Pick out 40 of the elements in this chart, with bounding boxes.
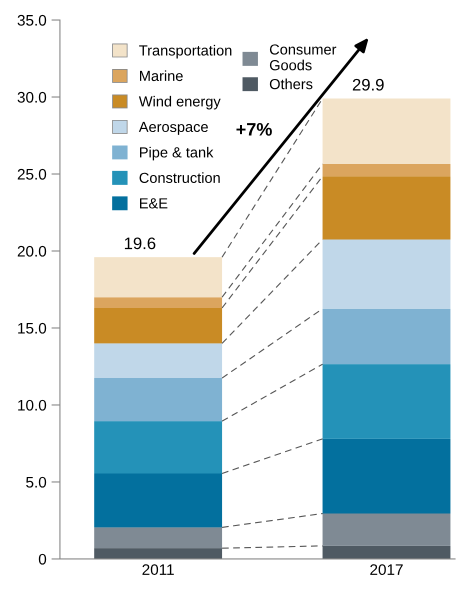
legend-label: Pipe & tank xyxy=(140,146,214,160)
y-tick-label: 15.0 xyxy=(18,322,46,334)
legend-label: Transportation xyxy=(139,44,232,58)
bar xyxy=(94,343,222,378)
y-tick-label: 35.0 xyxy=(18,14,46,26)
y-tick-label: 10.0 xyxy=(18,400,46,411)
y-tick-label: 30.0 xyxy=(18,92,46,103)
legend-label: E&E xyxy=(140,198,168,208)
bar xyxy=(94,527,222,548)
legend-label: Others xyxy=(270,78,312,90)
total-label: 29.9 xyxy=(352,78,384,91)
legend-label: Wind energy xyxy=(138,96,221,110)
total-label: 19.6 xyxy=(124,237,156,250)
legend-label: Marine xyxy=(140,70,183,82)
bar xyxy=(94,257,222,298)
y-tick-label: 5.0 xyxy=(26,476,46,488)
bar xyxy=(94,548,222,559)
y-tick-label: 20.0 xyxy=(18,246,46,257)
bar xyxy=(322,239,450,309)
bar xyxy=(322,308,450,364)
bar xyxy=(322,164,450,176)
bar xyxy=(322,514,450,546)
y-tick-label: 0 xyxy=(38,554,46,565)
bar xyxy=(94,378,222,422)
bar xyxy=(94,308,222,344)
legend-label: Consumer Goods xyxy=(270,44,336,70)
bar xyxy=(94,297,222,308)
bar xyxy=(94,474,222,528)
bar xyxy=(94,421,222,474)
legend-label: Construction xyxy=(140,172,220,184)
x-tick-label: 2011 xyxy=(142,564,174,576)
bar xyxy=(322,364,450,439)
bar xyxy=(322,546,450,559)
bar xyxy=(322,438,450,514)
bar xyxy=(322,176,450,240)
bar xyxy=(322,98,450,164)
y-tick-label: 25.0 xyxy=(18,168,46,180)
legend-label: Aerospace xyxy=(138,122,208,135)
x-tick-label: 2017 xyxy=(370,564,403,576)
annotation: +7% xyxy=(236,123,272,136)
